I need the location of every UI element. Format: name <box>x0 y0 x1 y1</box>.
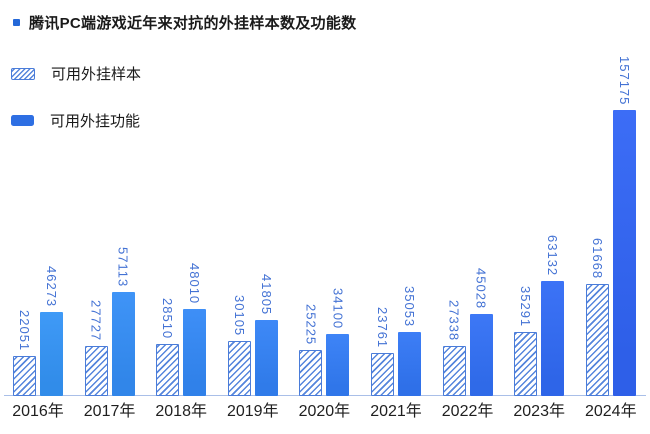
x-label-2018年: 2018年 <box>155 403 207 420</box>
bar-wrap-hatched-2019年: 30105 <box>227 294 251 396</box>
x-label-2020年: 2020年 <box>298 403 351 420</box>
value-label-solid-2016年: 46273 <box>44 265 59 307</box>
bar-hatched-2024年 <box>585 284 609 396</box>
bar-wrap-solid-2018年: 48010 <box>183 262 207 396</box>
legend-item-samples: 可用外挂样本 <box>11 63 141 84</box>
legend-item-functions: 可用外挂功能 <box>11 110 141 131</box>
bar-wrap-hatched-2023年: 35291 <box>514 285 538 396</box>
value-label-hatched-2018年: 28510 <box>160 297 176 339</box>
bars-2021年: 23761 35053 <box>371 286 421 396</box>
x-label-2019年: 2019年 <box>226 403 279 420</box>
bar-wrap-solid-2021年: 35053 <box>398 286 421 396</box>
bar-wrap-solid-2024年: 157175 <box>612 55 636 396</box>
value-label-solid-2022年: 45028 <box>473 267 489 309</box>
value-label-hatched-2017年: 27727 <box>88 299 104 341</box>
bar-hatched-2018年 <box>156 344 180 396</box>
bar-solid-2023年 <box>541 281 565 396</box>
bars-2022年: 27338 45028 <box>442 267 493 396</box>
value-label-hatched-2016年: 22051 <box>17 309 32 351</box>
bar-wrap-hatched-2021年: 23761 <box>371 307 394 396</box>
bar-wrap-solid-2019年: 41805 <box>254 273 278 396</box>
legend-label-samples: 可用外挂样本 <box>51 66 142 83</box>
x-label-2017年: 2017年 <box>83 403 136 420</box>
value-label-hatched-2024年: 61668 <box>589 237 605 279</box>
hatched-swatch-icon <box>11 67 35 80</box>
bar-group-2020年: 25225 34100 2020年 <box>297 288 351 422</box>
bar-wrap-solid-2023年: 63132 <box>541 234 565 396</box>
bar-hatched-2017年 <box>84 346 108 396</box>
value-label-hatched-2022年: 27338 <box>446 299 462 341</box>
bar-group-2022年: 27338 45028 2022年 <box>441 268 495 422</box>
bar-group-2021年: 23761 35053 2021年 <box>369 286 423 422</box>
chart-title: 腾讯PC端游戏近年来对抗的外挂样本数及功能数 <box>29 15 357 32</box>
bars-2017年: 27727 57113 <box>84 246 135 396</box>
x-label-2022年: 2022年 <box>441 403 494 420</box>
bar-wrap-hatched-2022年: 27338 <box>442 299 466 396</box>
bar-wrap-hatched-2017年: 27727 <box>84 299 108 396</box>
bars-2018年: 28510 48010 <box>156 262 207 396</box>
bar-solid-2017年 <box>111 292 135 396</box>
bar-wrap-solid-2016年: 46273 <box>40 266 63 396</box>
bar-solid-2022年 <box>469 314 493 396</box>
bars-2023年: 35291 63132 <box>514 234 565 396</box>
legend-label-functions: 可用外挂功能 <box>50 113 141 130</box>
bar-wrap-hatched-2016年: 22051 <box>13 310 36 396</box>
bar-group-2018年: 28510 48010 2018年 <box>154 263 208 422</box>
x-label-2023年: 2023年 <box>513 403 565 420</box>
x-axis-line <box>4 395 646 396</box>
bar-group-2017年: 27727 57113 2017年 <box>83 247 137 422</box>
solid-swatch-icon <box>11 115 34 126</box>
x-label-2016年: 2016年 <box>12 403 64 420</box>
value-label-hatched-2019年: 30105 <box>231 294 247 336</box>
value-label-solid-2018年: 48010 <box>187 262 203 304</box>
bar-solid-2020年 <box>326 334 350 396</box>
title-bullet-icon <box>13 19 20 26</box>
legend: 可用外挂样本 可用外挂功能 <box>11 63 141 131</box>
bar-hatched-2016年 <box>13 356 36 396</box>
bar-wrap-hatched-2024年: 61668 <box>585 237 609 396</box>
bar-solid-2021年 <box>398 332 421 396</box>
bar-wrap-solid-2017年: 57113 <box>111 246 135 396</box>
bar-hatched-2021年 <box>371 353 394 396</box>
bars-2024年: 61668 157175 <box>585 55 636 396</box>
bar-wrap-hatched-2020年: 25225 <box>299 303 323 396</box>
value-label-solid-2017年: 57113 <box>115 246 131 287</box>
chart-title-row: 腾讯PC端游戏近年来对抗的外挂样本数及功能数 <box>13 12 356 33</box>
bar-wrap-hatched-2018年: 28510 <box>156 297 180 396</box>
bars-2020年: 25225 34100 <box>299 287 350 396</box>
bar-hatched-2023年 <box>514 332 538 396</box>
bar-group-2023年: 35291 63132 2023年 <box>512 235 566 422</box>
x-label-2024年: 2024年 <box>584 403 637 420</box>
value-label-solid-2024年: 157175 <box>616 55 632 105</box>
value-label-hatched-2021年: 23761 <box>375 306 390 348</box>
bar-solid-2016年 <box>40 312 63 396</box>
bar-solid-2024年 <box>612 110 636 396</box>
bar-hatched-2022年 <box>442 346 466 396</box>
value-label-solid-2021年: 35053 <box>402 285 417 327</box>
value-label-solid-2023年: 63132 <box>545 234 561 276</box>
bar-wrap-solid-2020年: 34100 <box>326 287 350 396</box>
bar-group-2019年: 30105 41805 2019年 <box>226 274 280 422</box>
bar-group-2024年: 61668 157175 2024年 <box>584 56 638 422</box>
value-label-hatched-2023年: 35291 <box>518 285 534 327</box>
bars-2016年: 22051 46273 <box>13 266 63 396</box>
bars-2019年: 30105 41805 <box>227 273 278 396</box>
bar-solid-2019年 <box>254 320 278 396</box>
bar-wrap-solid-2022年: 45028 <box>469 267 493 396</box>
bar-hatched-2020年 <box>299 350 323 396</box>
value-label-solid-2019年: 41805 <box>258 273 274 315</box>
value-label-hatched-2020年: 25225 <box>303 303 319 345</box>
x-label-2021年: 2021年 <box>370 403 422 420</box>
bar-group-2016年: 22051 46273 2016年 <box>11 266 65 422</box>
bar-hatched-2019年 <box>227 341 251 396</box>
bar-solid-2018年 <box>183 309 207 396</box>
value-label-solid-2020年: 34100 <box>330 287 346 329</box>
